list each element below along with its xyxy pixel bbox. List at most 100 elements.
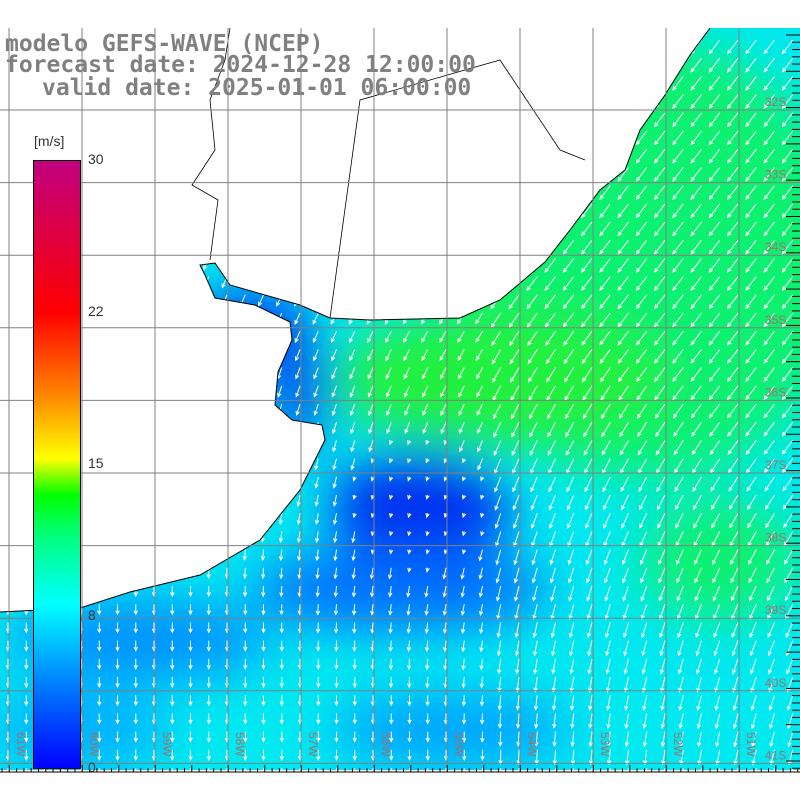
wind-arrow [367, 349, 374, 362]
wind-arrow [42, 768, 47, 770]
wind-arrow [425, 695, 430, 707]
wind-arrow [473, 221, 483, 234]
wind-arrow [727, 57, 739, 73]
wind-arrow [781, 312, 794, 328]
wind-arrow [563, 349, 575, 365]
wind-arrow [479, 676, 485, 689]
wind-arrow [186, 422, 192, 435]
wind-arrow [425, 749, 430, 761]
wind-arrow [527, 330, 538, 347]
wind-arrow [295, 440, 301, 453]
wind-arrow [581, 185, 593, 201]
wind-arrow [473, 167, 483, 179]
wind-arrow [781, 203, 794, 219]
wind-arrow [599, 203, 611, 219]
wind-arrow [97, 567, 102, 579]
wind-arrow [110, 130, 118, 143]
wind-arrow [676, 585, 684, 602]
wind-arrow [544, 185, 556, 201]
wind-arrow [589, 767, 594, 770]
wind-arrow [133, 676, 138, 689]
wind-arrow [94, 258, 100, 271]
wind-arrow [562, 130, 575, 146]
wind-arrow [745, 349, 757, 364]
wind-arrow [400, 185, 410, 197]
wind-arrow [259, 458, 265, 471]
wind-arrow [581, 221, 593, 237]
wind-arrow [570, 749, 576, 766]
wind-arrow [787, 731, 794, 748]
wind-arrow [23, 385, 28, 398]
wind-arrow [498, 731, 503, 747]
wind-arrow [400, 39, 410, 52]
wind-arrow [206, 713, 211, 725]
wind-arrow [295, 367, 301, 380]
lat-label: 36S [765, 385, 786, 399]
wind-arrow [133, 731, 138, 743]
wind-arrow [605, 658, 611, 675]
wind-arrow [747, 512, 757, 529]
wind-arrow [636, 385, 648, 401]
wind-arrow [350, 422, 356, 435]
wind-arrow [133, 640, 138, 652]
wind-arrow [654, 112, 666, 128]
wind-arrow [526, 167, 538, 182]
wind-arrow [168, 385, 173, 398]
wind-arrow [440, 385, 447, 398]
wind-arrow [438, 294, 447, 307]
wind-arrow [221, 239, 228, 253]
wind-arrow [763, 312, 775, 328]
wind-arrow [745, 440, 757, 456]
wind-arrow [279, 713, 284, 725]
wind-arrow [240, 349, 246, 362]
wind-arrow [186, 349, 191, 362]
wind-arrow [606, 749, 612, 766]
wind-arrow [745, 367, 757, 383]
wind-arrow [111, 148, 118, 161]
wind-arrow [291, 130, 301, 143]
wind-arrow [455, 148, 465, 161]
wind-arrow [586, 604, 593, 621]
wind-arrow [745, 403, 757, 419]
wind-arrow [167, 312, 173, 325]
wind-arrow [476, 385, 483, 398]
wind-arrow [296, 458, 301, 471]
wind-arrow [473, 185, 483, 197]
wind-arrow [526, 276, 538, 292]
wind-arrow [261, 677, 266, 689]
wind-arrow [513, 567, 520, 584]
wind-arrow [658, 567, 666, 584]
wind-arrow [546, 403, 556, 420]
wind-arrow [475, 349, 483, 362]
wind-arrow [692, 476, 702, 492]
wind-arrow [187, 513, 193, 525]
wind-arrow [474, 294, 483, 307]
wind-arrow [112, 240, 118, 253]
wind-arrow [654, 330, 666, 346]
wind-arrow [565, 440, 575, 456]
wind-arrow [508, 112, 520, 128]
wind-arrow [745, 167, 757, 182]
wind-arrow [406, 585, 411, 598]
wind-arrow [511, 440, 520, 456]
wind-arrow [3, 185, 9, 198]
wind-arrow [223, 476, 229, 489]
wind-arrow [654, 276, 666, 292]
wind-arrow [351, 585, 357, 598]
wind-arrow [641, 676, 648, 693]
wind-arrow [551, 658, 556, 675]
wind-arrow [712, 585, 721, 602]
wind-arrow [331, 385, 337, 398]
wind-arrow [348, 276, 356, 289]
wind-arrow [407, 731, 412, 743]
wind-arrow [526, 94, 538, 110]
wind-arrow [494, 513, 502, 529]
wind-arrow [617, 167, 629, 182]
wind-arrow [676, 549, 684, 566]
wind-arrow [617, 76, 629, 91]
wind-arrow [617, 94, 629, 110]
wind-arrow [169, 458, 174, 471]
wind-arrow [224, 768, 230, 770]
wind-arrow [599, 258, 611, 273]
